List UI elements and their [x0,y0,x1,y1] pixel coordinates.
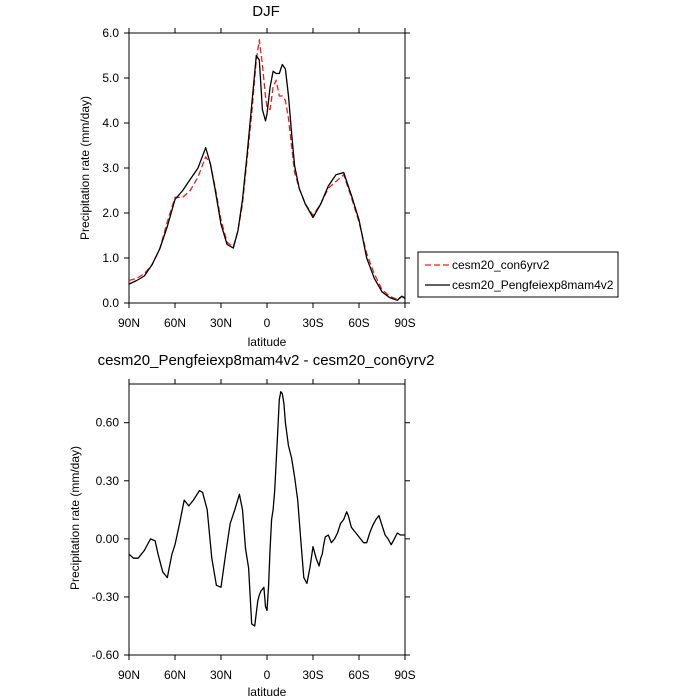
bottom-y-tick-label: 0.60 [96,416,120,430]
bottom-x-tick-label: 60S [348,668,369,682]
legend: cesm20_con6yrv2 cesm20_Pengfeiexp8mam4v2 [417,251,619,298]
bottom-x-tick-label: 0 [264,668,271,682]
bottom-plot-frame [128,383,406,656]
top-plot-frame [128,32,406,304]
legend-label-cesm20-con6yrv2: cesm20_con6yrv2 [452,258,550,272]
top-y-tick-label: 2.0 [102,206,119,220]
top-x-tick-label: 30N [210,316,232,330]
bottom-x-axis-label: latitude [248,685,287,699]
top-x-tick-label: 60N [164,316,186,330]
top-x-tick-label: 30S [302,316,323,330]
bottom-y-tick-label: 0.00 [96,532,120,546]
bottom-x-tick-label: 60N [164,668,186,682]
top-series-line-cesm20_Pengfeiexp8mam4v2 [128,54,406,301]
top-y-tick-label: 6.0 [102,26,119,40]
bottom-x-tick-label: 90N [118,668,140,682]
top-y-tick-label: 4.0 [102,116,119,130]
top-y-tick-label: 5.0 [102,71,119,85]
top-x-tick-label: 60S [348,316,369,330]
bottom-x-tick-label: 30S [302,668,323,682]
top-x-tick-label: 0 [264,316,271,330]
top-x-tick-label: 90S [394,316,415,330]
top-x-tick-label: 90N [118,316,140,330]
top-y-tick-label: 1.0 [102,251,119,265]
bottom-axis-ticks: 90N 60N 30N 0 30S 60S 90S -0.60 -0.30 0.00 0.30 0.6… [92,379,416,682]
top-series-line-cesm20_con6yrv2 [128,39,406,301]
legend-frame [417,251,619,298]
top-y-tick-label: 3.0 [102,161,119,175]
bottom-series-lines [128,391,405,627]
top-axis-ticks: 90N 60N 30N 0 30S 60S 90S 0.0 1.0 2.0 3.0 4.0 5.0 6.0 [102,26,415,330]
bottom-x-tick-label: 90S [394,668,415,682]
bottom-y-tick-label: 0.30 [96,474,120,488]
legend-label-cesm20-pengfeiexp8mam4v2: cesm20_Pengfeiexp8mam4v2 [452,278,614,292]
top-chart-title: DJF [252,3,280,20]
bottom-chart-panel: cesm20_Pengfeiexp8mam4v2 - cesm20_con6yr… [68,352,434,699]
bottom-y-tick-label: -0.30 [92,590,120,604]
bottom-series-line-series-0 [128,391,405,627]
top-y-tick-label: 0.0 [102,296,119,310]
top-x-axis-label: latitude [248,335,287,349]
top-series-lines [128,39,406,301]
bottom-y-axis-label: Precipitation rate (mm/day) [68,446,82,590]
top-y-axis-label: Precipitation rate (mm/day) [78,96,92,240]
top-chart-panel: DJF 90N 60N 30N 0 30S 60S 90S 0.0 1.0 2.0 3.0 4.0 5.… [78,3,416,349]
bottom-x-tick-label: 30N [210,668,232,682]
bottom-chart-title: cesm20_Pengfeiexp8mam4v2 - cesm20_con6yr… [98,352,435,369]
bottom-y-tick-label: -0.60 [92,648,120,662]
